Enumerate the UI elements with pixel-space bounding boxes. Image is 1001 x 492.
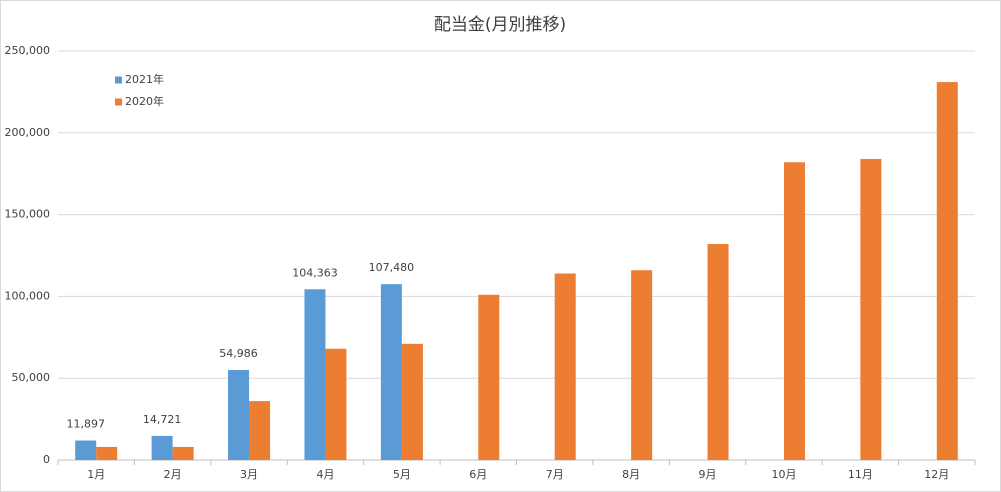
y-tick-label: 200,000 [5,126,51,139]
data-label: 107,480 [369,261,415,274]
legend-label: 2020年 [125,94,164,108]
x-tick-label: 2月 [164,468,182,481]
data-label: 104,363 [292,266,338,279]
legend-label: 2021年 [125,72,164,86]
bar [304,289,326,460]
bar [228,370,250,460]
bar [478,294,500,460]
data-label: 11,897 [66,418,105,431]
bar [325,348,347,460]
bar [401,343,423,460]
bar [631,270,653,460]
bar [554,273,576,460]
x-tick-label: 4月 [316,468,334,481]
bar [707,244,729,460]
x-tick-label: 5月 [393,468,411,481]
y-tick-label: 250,000 [5,44,51,57]
x-tick-label: 1月 [87,468,105,481]
bar [380,284,402,460]
chart-title: 配当金(月別推移) [434,15,566,35]
x-tick-label: 6月 [469,468,487,481]
data-label: 54,986 [219,347,258,360]
bar [172,446,194,460]
y-tick-label: 150,000 [5,208,51,221]
bar [249,401,271,460]
data-label: 14,721 [143,413,182,426]
x-tick-label: 7月 [546,468,564,481]
y-tick-label: 100,000 [5,289,51,302]
bar [96,446,118,460]
y-tick-label: 0 [43,453,50,466]
x-tick-label: 9月 [699,468,717,481]
bar [75,440,97,460]
x-tick-label: 8月 [622,468,640,481]
x-tick-label: 11月 [848,468,873,481]
bar [151,435,173,460]
legend-swatch [115,98,122,106]
x-tick-label: 10月 [771,468,796,481]
legend-swatch [115,76,122,84]
bar [783,162,805,461]
x-tick-label: 3月 [240,468,258,481]
bar [936,82,958,461]
y-tick-label: 50,000 [12,371,51,384]
x-tick-label: 12月 [924,468,949,481]
bar [860,158,882,460]
